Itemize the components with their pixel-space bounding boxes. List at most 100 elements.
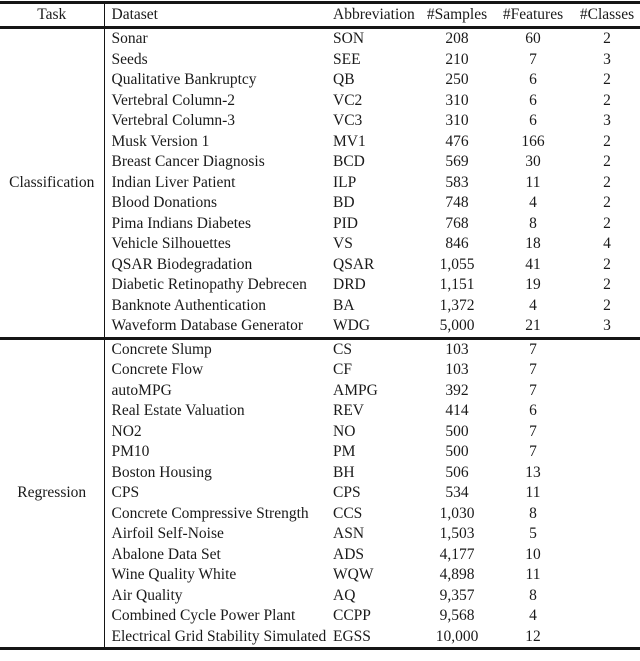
dataset-cell: NO2: [111, 422, 142, 440]
features-cell: 6: [529, 91, 537, 109]
col-header-task: Task: [0, 2, 105, 29]
classes-cell: [574, 586, 640, 607]
classes-cell: [574, 483, 640, 504]
features-cell: 4: [529, 607, 537, 624]
dataset-cell: Diabetic Retinopathy Debrecen: [111, 276, 307, 293]
features-cell: 7: [529, 422, 537, 440]
features-cell: 5: [529, 525, 537, 542]
abbreviation-cell: NO: [333, 422, 356, 440]
abbreviation-cell: BCD: [333, 153, 365, 170]
abbreviation-cell: PM: [333, 443, 356, 460]
classes-cell: [574, 442, 640, 463]
table-row: Electrical Grid Stability Simulated EGSS 1…: [0, 627, 640, 649]
classes-cell: [574, 606, 640, 627]
abbreviation-cell: DRD: [333, 276, 366, 293]
samples-cell: 1,151: [439, 276, 475, 293]
table-row: Vertebral Column-2 VC2 310 6 2: [0, 91, 640, 112]
col-header-abbreviation: Abbreviation: [333, 2, 422, 29]
abbreviation-cell: WDG: [333, 317, 371, 334]
classes-cell: [574, 627, 640, 649]
task-label-regression: Regression: [0, 336, 105, 649]
features-cell: 6: [529, 112, 537, 129]
dataset-cell: autoMPG: [111, 381, 172, 399]
dataset-cell: CPS: [111, 484, 140, 501]
abbreviation-cell: CPS: [333, 484, 361, 501]
table-row: Wine Quality White WQW 4,898 11: [0, 565, 640, 586]
table-row: Qualitative Bankruptcy QB 250 6 2: [0, 70, 640, 91]
classes-cell: [574, 422, 640, 443]
dataset-cell: Qualitative Bankruptcy: [111, 71, 257, 88]
samples-cell: 310: [445, 112, 469, 129]
table-row: Vehicle Silhouettes VS 846 18 4: [0, 234, 640, 255]
abbreviation-cell: AMPG: [333, 381, 378, 399]
table-row: Air Quality AQ 9,357 8: [0, 586, 640, 607]
classes-cell: [574, 565, 640, 586]
features-cell: 11: [525, 173, 541, 191]
features-cell: 13: [525, 463, 541, 481]
table-row: Concrete Flow CF 103 7: [0, 360, 640, 381]
dataset-cell: Airfoil Self-Noise: [111, 525, 224, 542]
features-cell: 4: [529, 194, 537, 211]
classes-cell: 2: [603, 296, 611, 314]
abbreviation-cell: SON: [333, 30, 365, 47]
features-cell: 4: [529, 296, 537, 314]
table-row: Real Estate Valuation REV 414 6: [0, 401, 640, 422]
samples-cell: 768: [445, 214, 469, 232]
dataset-cell: PM10: [111, 443, 150, 460]
samples-cell: 583: [445, 173, 469, 191]
dataset-cell: Vertebral Column-3: [111, 112, 236, 129]
table-row: Boston Housing BH 506 13: [0, 463, 640, 484]
samples-cell: 1,503: [439, 525, 475, 542]
dataset-cell: Vertebral Column-2: [111, 91, 236, 109]
samples-cell: 414: [445, 402, 469, 419]
classes-cell: 3: [603, 317, 611, 334]
features-cell: 7: [529, 361, 537, 378]
abbreviation-cell: CF: [333, 361, 352, 378]
features-cell: 6: [529, 402, 537, 419]
abbreviation-cell: MV1: [333, 132, 366, 150]
dataset-cell: Breast Cancer Diagnosis: [111, 153, 265, 170]
classes-cell: [574, 336, 640, 360]
table-row: Indian Liver Patient ILP 583 11 2: [0, 173, 640, 194]
samples-cell: 534: [445, 484, 469, 501]
samples-cell: 1,372: [439, 296, 475, 314]
dataset-cell: Vehicle Silhouettes: [111, 235, 231, 252]
samples-cell: 1,055: [439, 255, 475, 273]
classes-cell: 2: [603, 153, 611, 170]
table-row: Banknote Authentication BA 1,372 4 2: [0, 296, 640, 317]
classes-cell: 2: [603, 173, 611, 191]
abbreviation-cell: VC3: [333, 112, 363, 129]
samples-cell: 250: [445, 71, 469, 88]
samples-cell: 392: [445, 381, 469, 399]
dataset-cell: Concrete Flow: [111, 361, 204, 378]
header-row: Task Dataset Abbreviation #Samples #Feat…: [0, 2, 640, 29]
features-cell: 12: [525, 627, 541, 645]
classes-cell: [574, 545, 640, 566]
samples-cell: 1,030: [439, 504, 475, 522]
abbreviation-cell: ASN: [333, 525, 365, 542]
table-row: Combined Cycle Power Plant CCPP 9,568 4: [0, 606, 640, 627]
samples-cell: 506: [445, 463, 469, 481]
features-cell: 7: [529, 50, 537, 68]
features-cell: 7: [529, 381, 537, 399]
table-row: Blood Donations BD 748 4 2: [0, 193, 640, 214]
abbreviation-cell: CS: [333, 336, 422, 360]
classes-cell: 2: [603, 91, 611, 109]
features-cell: 10: [525, 545, 541, 563]
classes-cell: 2: [603, 214, 611, 232]
classes-cell: [574, 381, 640, 402]
abbreviation-cell: VS: [333, 235, 353, 252]
dataset-cell: Wine Quality White: [111, 566, 237, 583]
samples-cell: 210: [445, 50, 469, 68]
samples-cell: 5,000: [439, 317, 475, 334]
abbreviation-cell: EGSS: [333, 627, 371, 645]
table-row: PM10 PM 500 7: [0, 442, 640, 463]
col-header-features: #Features: [492, 2, 574, 29]
dataset-cell: Banknote Authentication: [111, 296, 267, 314]
table-row: Pima Indians Diabetes PID 768 8 2: [0, 214, 640, 235]
dataset-cell: Real Estate Valuation: [111, 402, 245, 419]
table-row: Diabetic Retinopathy Debrecen DRD 1,151 19 2: [0, 275, 640, 296]
table-row: CPS CPS 534 11: [0, 483, 640, 504]
samples-cell: 500: [445, 443, 469, 460]
